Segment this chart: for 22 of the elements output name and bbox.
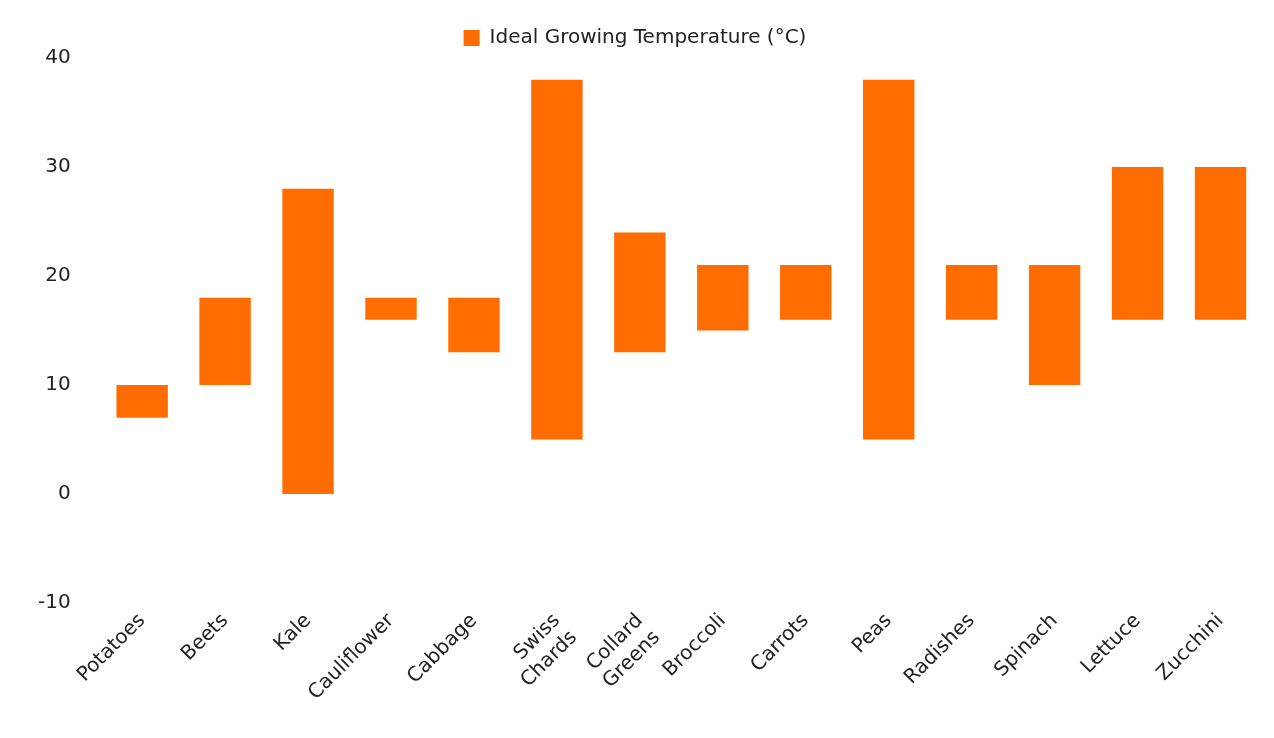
bar xyxy=(1028,265,1081,386)
bar xyxy=(448,297,500,353)
bar xyxy=(697,265,749,331)
y-tick-label: 30 xyxy=(45,153,71,178)
legend-label: Ideal Growing Temperature (°C) xyxy=(489,24,807,49)
bar xyxy=(614,232,666,353)
y-tick-label: 10 xyxy=(45,371,71,396)
bar xyxy=(199,297,251,386)
y-tick-label: -10 xyxy=(37,589,71,614)
bar xyxy=(282,188,334,495)
bar xyxy=(945,265,998,320)
bar xyxy=(531,79,583,440)
bar xyxy=(116,385,168,418)
y-tick-label: 20 xyxy=(45,262,71,287)
bar xyxy=(780,265,832,320)
bar xyxy=(1194,167,1247,320)
x-tick-label: Kale xyxy=(267,607,316,656)
bar xyxy=(1111,167,1164,320)
bar xyxy=(365,297,417,320)
y-tick-label: 40 xyxy=(45,44,71,69)
y-tick-label: 0 xyxy=(57,480,71,505)
bar xyxy=(863,79,915,440)
